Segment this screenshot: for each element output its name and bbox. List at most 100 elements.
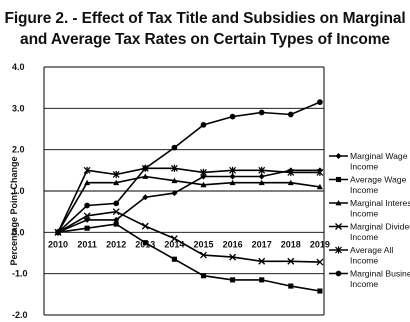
data-point: [287, 179, 294, 186]
data-point: [83, 212, 91, 220]
data-point: [335, 176, 342, 183]
legend-entry: Marginal BusinessIncome: [329, 269, 410, 289]
x-tick-label: 2017: [252, 239, 272, 249]
legend-label: Marginal Wage: [350, 151, 408, 161]
data-point: [200, 181, 207, 188]
data-point: [229, 173, 236, 180]
x-tick-label: 2019: [310, 239, 330, 249]
data-point: [113, 216, 120, 223]
data-point: [112, 208, 120, 216]
data-point: [229, 253, 237, 261]
data-point: [171, 144, 178, 151]
data-point: [113, 200, 120, 207]
data-point: [287, 111, 294, 118]
data-point: [316, 183, 323, 190]
data-point: [142, 165, 149, 172]
series-line: [57, 169, 320, 234]
legend-label: Income: [350, 185, 378, 195]
y-tick-label: -2.0: [12, 310, 28, 320]
data-point: [229, 113, 236, 120]
legend-label: Marginal Interest: [350, 198, 410, 208]
data-point: [142, 194, 149, 201]
data-point: [84, 179, 91, 186]
data-point: [335, 223, 342, 230]
data-point: [170, 164, 178, 172]
x-tick-label: 2014: [164, 239, 184, 249]
x-tick-label: 2018: [281, 239, 301, 249]
data-point: [171, 177, 178, 184]
x-tick-label: 2015: [193, 239, 213, 249]
data-point: [259, 277, 265, 283]
data-point: [200, 168, 207, 176]
data-point: [335, 200, 342, 206]
data-point: [141, 222, 149, 230]
series-6: [55, 99, 323, 236]
series-line: [57, 210, 320, 263]
data-point: [171, 190, 178, 197]
legend-label: Average All: [350, 245, 393, 255]
data-point: [317, 99, 323, 105]
data-point: [287, 257, 295, 265]
data-point: [200, 273, 207, 279]
data-point: [258, 179, 265, 186]
data-point: [200, 251, 207, 259]
data-point: [83, 166, 91, 174]
data-point: [335, 153, 342, 159]
y-tick-label: 1.0: [12, 186, 25, 196]
x-tick-label: 2012: [106, 239, 126, 249]
data-point: [258, 257, 266, 265]
legend-label: Income: [350, 232, 378, 242]
legend-label: Average Wage: [350, 175, 407, 185]
y-tick-label: 4.0: [12, 62, 25, 72]
series-5: [54, 164, 324, 236]
chart-title-line-1: Figure 2. - Effect of Tax Title and Subs…: [4, 10, 406, 27]
data-point: [142, 240, 148, 246]
series-1: [55, 167, 323, 236]
series-line: [57, 167, 320, 233]
chart-title-line-2: and Average Tax Rates on Certain Types o…: [20, 31, 390, 48]
data-point: [55, 229, 61, 236]
data-point: [171, 256, 177, 262]
chart-title: Figure 2. - Effect of Tax Title and Subs…: [0, 8, 410, 50]
data-point: [84, 225, 90, 231]
data-point: [84, 202, 90, 209]
data-point: [113, 179, 120, 186]
data-point: [84, 216, 91, 223]
data-point: [200, 173, 207, 180]
data-point: [316, 258, 324, 266]
x-tick-label: 2016: [223, 239, 243, 249]
series-line: [57, 175, 321, 233]
data-point: [316, 168, 324, 176]
data-point: [229, 179, 236, 186]
y-tick-label: 0.0: [12, 227, 25, 237]
data-point: [229, 166, 237, 174]
legend-label: Income: [350, 256, 378, 266]
x-tick-label: 2011: [77, 239, 97, 249]
legend-label: Marginal Dividend: [350, 222, 410, 232]
series-line: [57, 223, 321, 292]
y-tick-label: -1.0: [12, 269, 28, 279]
data-point: [335, 246, 342, 254]
data-point: [113, 221, 119, 227]
data-point: [258, 109, 265, 116]
legend-label: Income: [350, 279, 378, 289]
legend-entry: Marginal DividendIncome: [329, 222, 410, 242]
data-point: [170, 235, 178, 242]
data-point: [335, 270, 342, 277]
data-point: [112, 170, 120, 179]
series-line: [57, 101, 321, 233]
y-tick-label: 2.0: [12, 145, 25, 155]
data-point: [258, 166, 266, 174]
data-point: [317, 288, 323, 294]
data-point: [258, 173, 265, 180]
y-tick-label: 3.0: [12, 103, 25, 113]
data-point: [230, 277, 236, 283]
legend-label: Income: [350, 162, 378, 172]
legend-label: Marginal Business: [350, 269, 410, 279]
series-4: [54, 208, 324, 266]
